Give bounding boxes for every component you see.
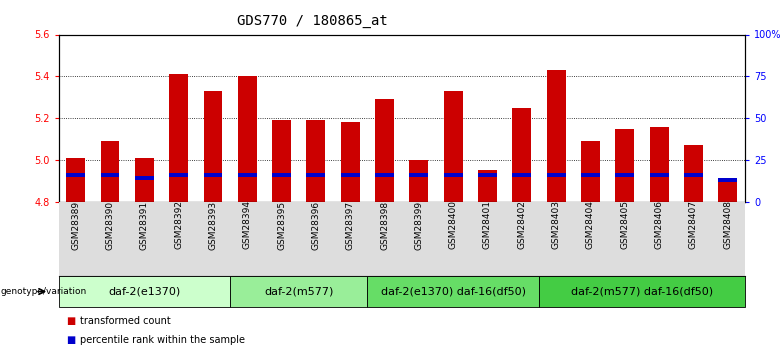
Bar	[272, 172, 291, 177]
Bar	[272, 120, 291, 202]
Bar	[539, 276, 745, 307]
Bar	[58, 276, 230, 307]
Bar	[444, 91, 463, 202]
Bar	[238, 172, 257, 177]
Bar	[512, 108, 531, 202]
Bar	[512, 172, 531, 177]
Bar	[66, 158, 85, 202]
Text: daf-2(e1370) daf-16(df50): daf-2(e1370) daf-16(df50)	[381, 287, 526, 296]
Bar	[615, 129, 634, 202]
Bar	[410, 160, 428, 202]
Bar	[307, 120, 325, 202]
Bar	[581, 172, 600, 177]
Text: ■: ■	[66, 335, 76, 345]
Bar	[230, 276, 367, 307]
Bar	[204, 172, 222, 177]
Bar	[307, 172, 325, 177]
Bar	[238, 76, 257, 202]
Text: transformed count: transformed count	[80, 316, 171, 326]
Text: ■: ■	[66, 316, 76, 326]
Bar	[341, 122, 360, 202]
Bar	[444, 172, 463, 177]
Bar	[341, 172, 360, 177]
Bar	[478, 170, 497, 202]
Bar	[169, 74, 188, 202]
Text: daf-2(e1370): daf-2(e1370)	[108, 287, 180, 296]
Text: percentile rank within the sample: percentile rank within the sample	[80, 335, 246, 345]
Bar	[547, 70, 566, 202]
Text: daf-2(m577): daf-2(m577)	[264, 287, 333, 296]
Bar	[684, 145, 703, 202]
Bar	[547, 172, 566, 177]
Bar	[581, 141, 600, 202]
Bar	[367, 276, 539, 307]
Bar	[410, 172, 428, 177]
Text: daf-2(m577) daf-16(df50): daf-2(m577) daf-16(df50)	[571, 287, 713, 296]
Bar	[375, 172, 394, 177]
Bar	[478, 172, 497, 177]
Bar	[101, 172, 119, 177]
Bar	[650, 127, 668, 202]
Bar	[650, 172, 668, 177]
Bar	[204, 91, 222, 202]
Text: genotype/variation: genotype/variation	[1, 287, 87, 296]
Bar	[135, 176, 154, 180]
Bar	[615, 172, 634, 177]
Text: GDS770 / 180865_at: GDS770 / 180865_at	[236, 14, 388, 28]
Bar	[66, 172, 85, 177]
Bar	[169, 172, 188, 177]
Bar	[684, 172, 703, 177]
Bar	[718, 178, 737, 182]
Bar	[135, 158, 154, 202]
Bar	[101, 141, 119, 202]
Bar	[375, 99, 394, 202]
Bar	[718, 179, 737, 202]
